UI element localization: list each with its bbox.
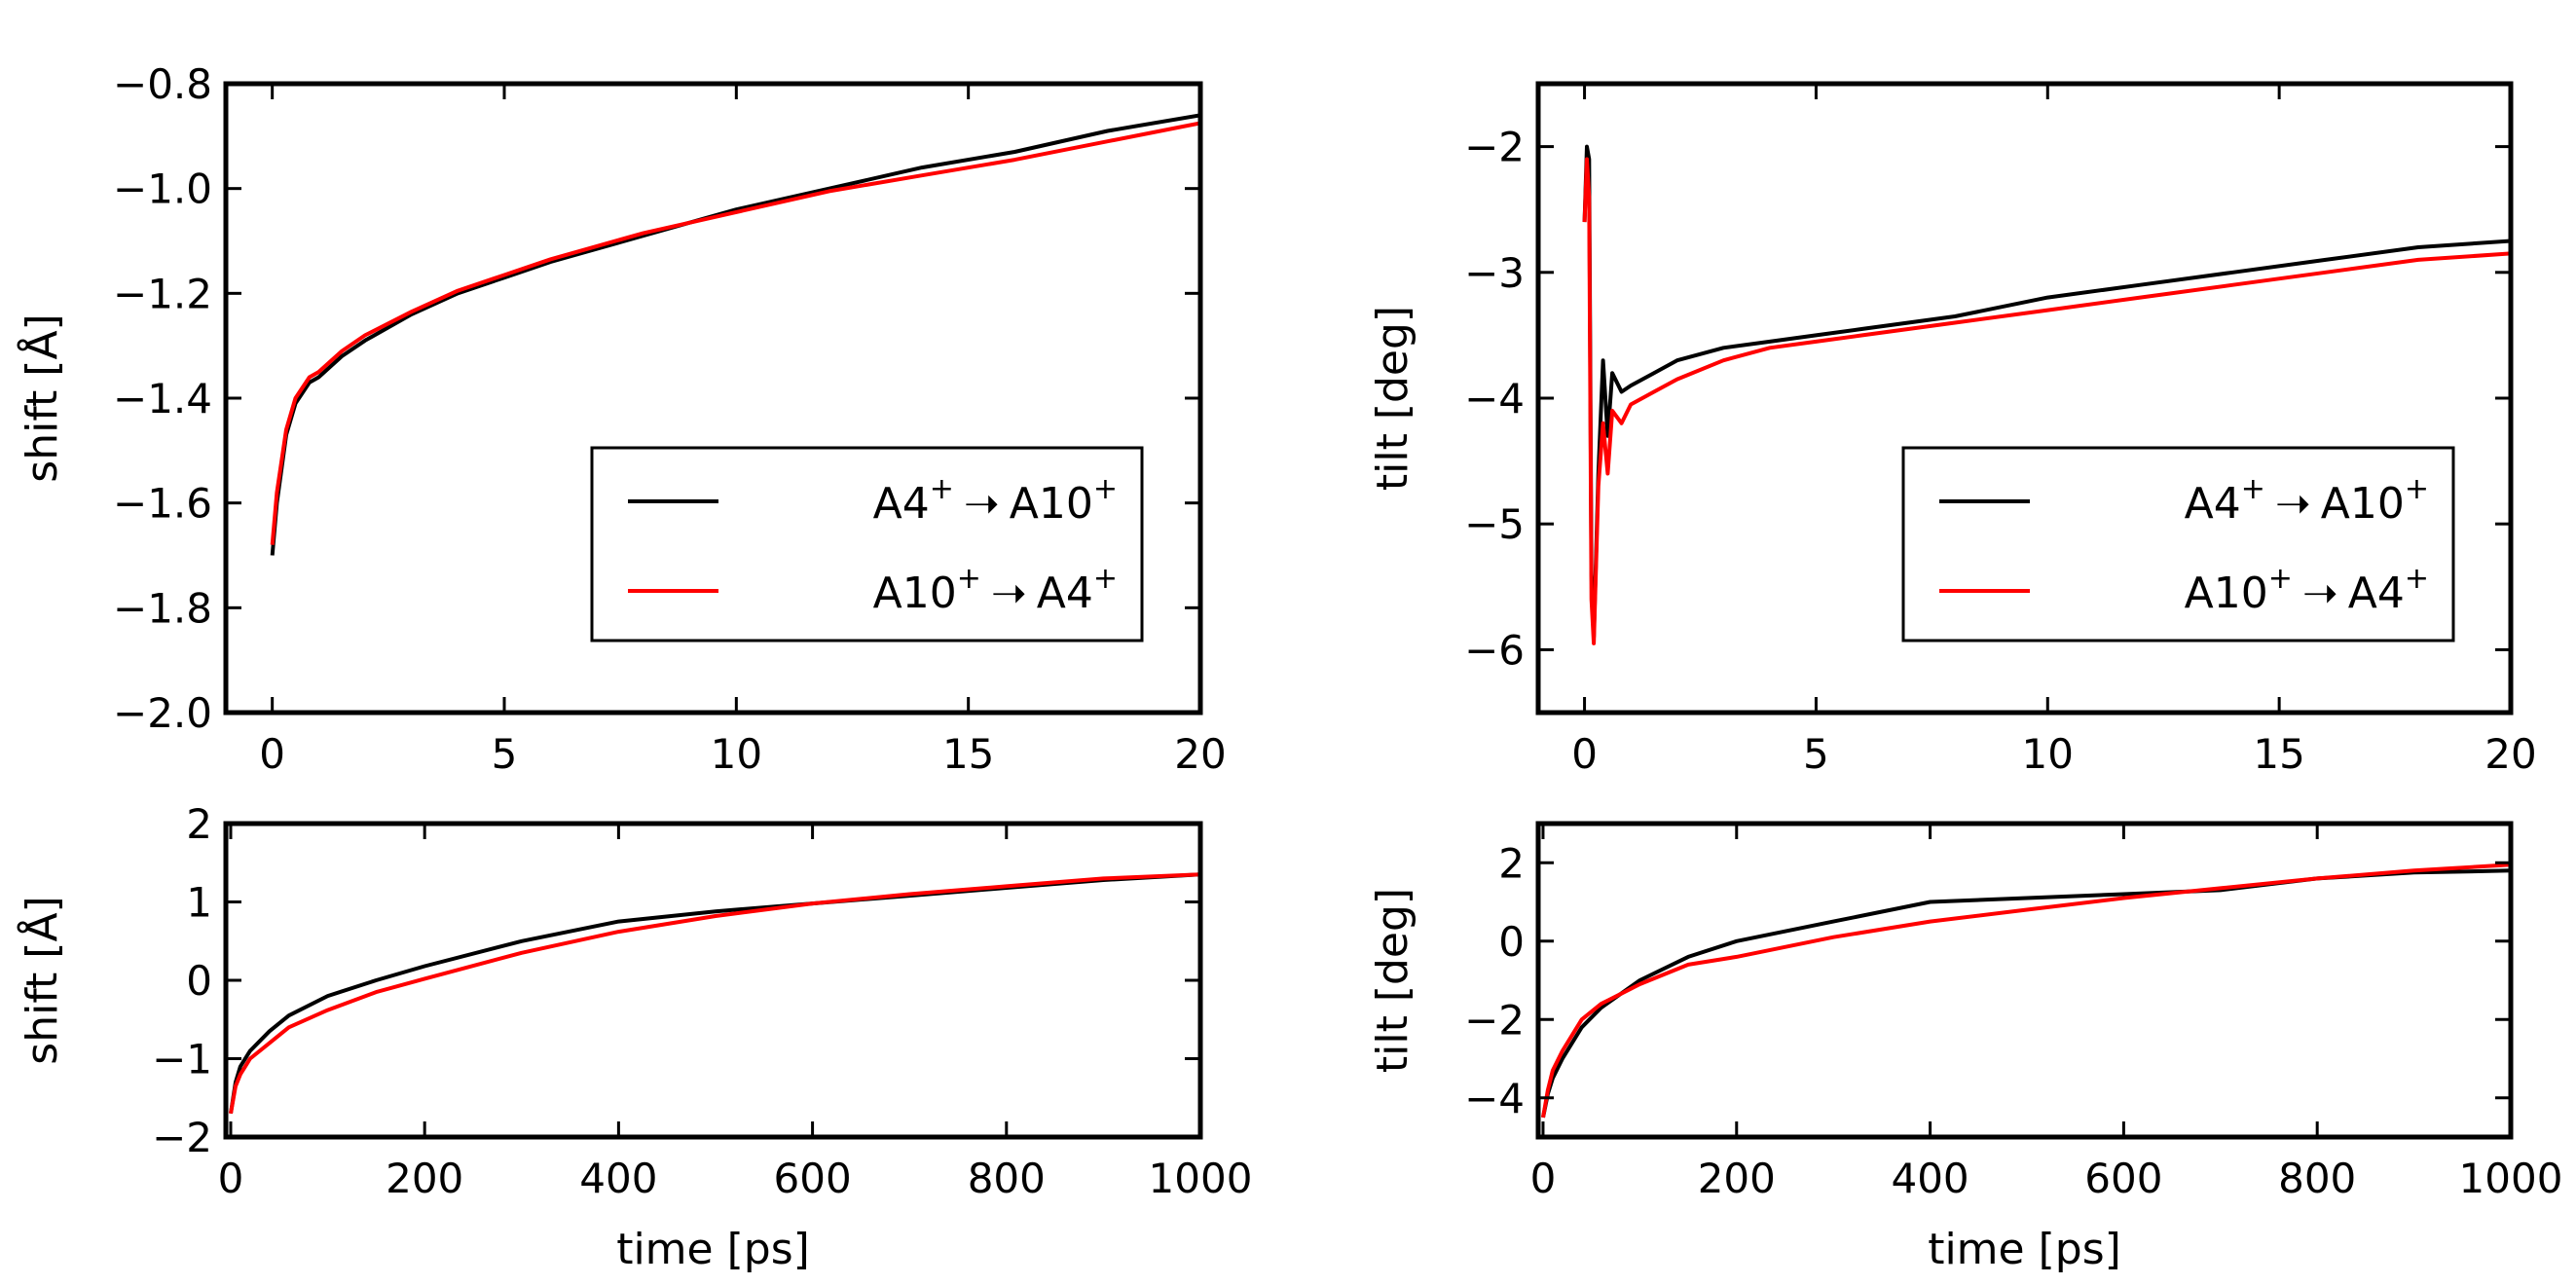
y-tick-label: −4 — [1464, 1075, 1525, 1122]
x-tick-label: 800 — [2278, 1155, 2356, 1202]
y-tick-label: 1 — [186, 879, 212, 927]
y-tick-label: −3 — [1464, 249, 1525, 297]
x-tick-label: 400 — [579, 1155, 657, 1202]
x-axis-label: time [ps] — [1928, 1225, 2121, 1274]
legend-box — [590, 446, 1144, 642]
x-tick-label: 0 — [259, 730, 285, 778]
series-line-red — [270, 121, 1200, 545]
y-tick-label: −1.2 — [113, 270, 212, 317]
y-tick-label: −1.0 — [113, 165, 212, 213]
y-axis-label: tilt [deg] — [1368, 888, 1417, 1073]
y-axis-label: shift [Å] — [16, 313, 67, 482]
x-tick-label: 400 — [1891, 1155, 1969, 1202]
x-axis-label: time [ps] — [616, 1225, 810, 1274]
legend-pre: A10 — [873, 569, 957, 618]
y-tick-label: −1.4 — [113, 375, 212, 422]
chart-tilt-long: 0 200 400 600 800 1000 −4 −2 0 2 tilt [deg] time [p… — [1368, 821, 2563, 1274]
x-tick-label: 10 — [2022, 730, 2074, 778]
chart-shift-short: 0 5 10 15 20 −2.0 −1.8 −1.6 −1.4 −1.2 −1.0 −0.8 shif… — [16, 60, 1227, 778]
series-line-red — [229, 872, 1200, 1115]
y-tick-label: −6 — [1464, 626, 1525, 674]
x-tick-label: 20 — [2484, 730, 2536, 778]
series-line-black — [1541, 868, 2511, 1119]
x-tick-label: 10 — [711, 730, 762, 778]
legend: A4+ ➝ A10+A10+ ➝ A4+ — [590, 446, 1144, 642]
y-axis-label: shift [Å] — [16, 896, 67, 1064]
legend-box — [1901, 446, 2455, 642]
y-tick-label: 0 — [186, 957, 212, 1005]
y-tick-label: 2 — [186, 800, 212, 848]
chart-shift-long: 0 200 400 600 800 1000 −2 −1 0 1 2 shift [Å] time [p… — [16, 800, 1252, 1274]
legend-pre: A4 — [873, 479, 930, 529]
x-tick-label: 5 — [1803, 730, 1829, 778]
y-tick-label: −4 — [1464, 375, 1525, 422]
legend-plus: + — [957, 562, 981, 596]
y-tick-label: −1 — [152, 1036, 212, 1083]
y-tick-label: 0 — [1498, 918, 1525, 966]
x-tick-label: 0 — [1571, 730, 1598, 778]
x-tick-label: 5 — [492, 730, 518, 778]
x-tick-label: 15 — [942, 730, 994, 778]
x-tick-label: 1000 — [2459, 1155, 2563, 1202]
x-tick-label: 600 — [2084, 1155, 2162, 1202]
legend-plus: + — [2405, 562, 2429, 596]
x-tick-label: 0 — [1530, 1155, 1557, 1202]
y-tick-label: −2.0 — [113, 689, 212, 737]
legend-plus: + — [1093, 562, 1118, 596]
legend-plus: + — [2405, 472, 2429, 506]
series-line-red — [1541, 863, 2511, 1119]
x-tick-label: 0 — [218, 1155, 244, 1202]
legend-plus: + — [1093, 472, 1118, 506]
legend-entry: A10+ ➝ A4+ — [873, 562, 1118, 618]
y-tick-label: 2 — [1498, 839, 1525, 887]
legend-arrow: ➝ — [964, 479, 1000, 529]
legend-plus: + — [930, 472, 954, 506]
x-tick-label: 200 — [386, 1155, 463, 1202]
x-tick-label: 800 — [968, 1155, 1046, 1202]
y-tick-label: −5 — [1464, 500, 1525, 548]
series-line-red — [1582, 157, 2511, 645]
legend-pre: A10 — [2185, 569, 2268, 618]
y-tick-label: −2 — [1464, 996, 1525, 1044]
y-tick-label: −0.8 — [113, 60, 212, 108]
y-tick-label: −1.8 — [113, 584, 212, 632]
legend-pre: A4 — [2185, 479, 2241, 529]
legend-entry: A10+ ➝ A4+ — [2185, 562, 2429, 618]
legend-arrow: ➝ — [991, 569, 1027, 618]
legend-plus: + — [2241, 472, 2265, 506]
y-tick-label: −1.6 — [113, 480, 212, 528]
legend-plus: + — [2268, 562, 2293, 596]
legend-post: A10 — [2321, 479, 2405, 529]
y-tick-label: −2 — [1464, 124, 1525, 171]
plot-frame — [1535, 821, 2514, 1140]
x-tick-label: 200 — [1698, 1155, 1776, 1202]
legend: A4+ ➝ A10+A10+ ➝ A4+ — [1901, 446, 2455, 642]
y-axis-label: tilt [deg] — [1368, 306, 1417, 491]
x-tick-label: 600 — [774, 1155, 852, 1202]
x-tick-label: 15 — [2253, 730, 2304, 778]
legend-entry: A4+ ➝ A10+ — [2185, 472, 2429, 529]
legend-post: A4 — [2348, 569, 2405, 618]
legend-post: A10 — [1010, 479, 1093, 529]
legend-arrow: ➝ — [2275, 479, 2311, 529]
y-tick-label: −2 — [152, 1114, 212, 1161]
legend-post: A4 — [1037, 569, 1093, 618]
x-tick-label: 20 — [1174, 730, 1226, 778]
x-tick-label: 1000 — [1149, 1155, 1253, 1202]
legend-entry: A4+ ➝ A10+ — [873, 472, 1118, 529]
legend-arrow: ➝ — [2302, 569, 2338, 618]
